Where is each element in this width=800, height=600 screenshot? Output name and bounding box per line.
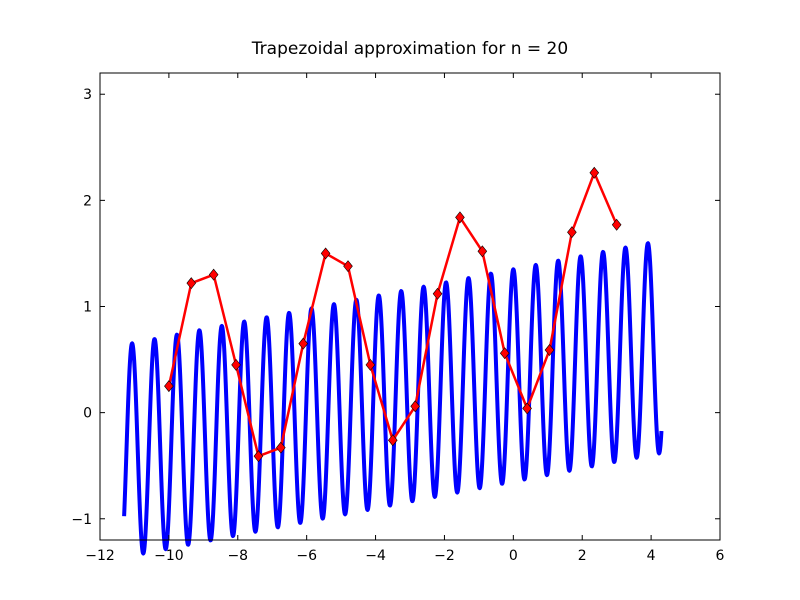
x-tick-label: −12 — [85, 548, 115, 564]
sample-point — [455, 211, 465, 224]
sample-point — [432, 287, 443, 300]
y-tick-label: 3 — [83, 87, 92, 103]
y-tick-label: 1 — [83, 300, 92, 316]
sample-point — [499, 347, 510, 360]
sample-point — [186, 277, 197, 290]
x-tick-label: −10 — [154, 548, 184, 564]
sample-point — [208, 268, 219, 281]
sample-point — [253, 450, 264, 463]
x-tick-label: −8 — [227, 548, 248, 564]
sample-point — [320, 247, 331, 260]
x-tick-label: 4 — [647, 548, 656, 564]
y-tick-label: 2 — [83, 193, 92, 209]
sample-point — [343, 260, 353, 273]
sample-point — [298, 337, 309, 350]
sample-point — [567, 226, 577, 239]
x-tick-label: −6 — [296, 548, 317, 564]
sample-point — [231, 358, 241, 371]
y-tick-label: 0 — [83, 406, 92, 422]
function-curve — [122, 241, 664, 556]
sample-point — [544, 344, 555, 356]
sample-point — [410, 400, 420, 413]
x-tick-label: 2 — [578, 548, 587, 564]
series-layer — [122, 166, 664, 556]
y-tick-label: −1 — [71, 512, 92, 528]
sample-point — [276, 441, 286, 454]
sample-point — [164, 380, 174, 393]
x-tick-label: 0 — [509, 548, 518, 564]
sample-point — [387, 434, 398, 447]
x-tick-label: −4 — [365, 548, 386, 564]
x-tick-label: 6 — [716, 548, 725, 564]
chart-title: Trapezoidal approximation for n = 20 — [251, 39, 568, 59]
sample-point — [365, 358, 376, 371]
x-tick-label: −2 — [434, 548, 455, 564]
sample-point — [611, 218, 622, 231]
sample-point — [589, 166, 600, 179]
sample-point — [522, 402, 532, 415]
sample-point — [477, 245, 488, 258]
